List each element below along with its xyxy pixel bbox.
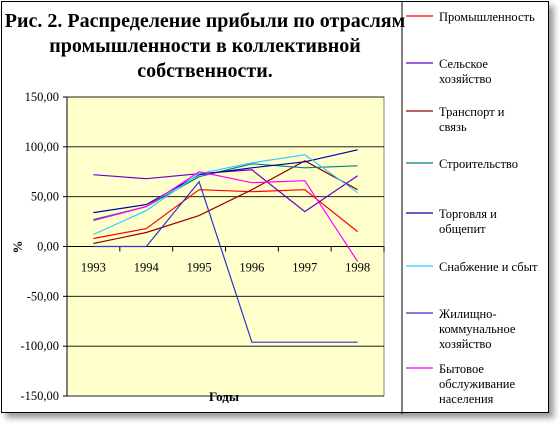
x-tick-label: 1996 xyxy=(239,261,264,275)
legend-label: населения xyxy=(439,392,494,406)
x-tick-label: 1995 xyxy=(187,261,212,275)
legend-label: хозяйство xyxy=(439,72,491,86)
legend-label: Снабжение и сбыт xyxy=(439,260,538,274)
series-lines xyxy=(93,149,359,343)
y-tick-label: -100,00 xyxy=(20,339,59,353)
legend-label: хозяйство xyxy=(439,337,491,351)
legend-label: Промышленность xyxy=(439,10,535,24)
legend-label: Транспорт и xyxy=(439,105,505,119)
series-line xyxy=(93,154,358,236)
legend-label: Бытовое xyxy=(439,362,484,376)
chart-title-line-2: промышленности в коллективной xyxy=(49,35,361,57)
y-axis-title: % xyxy=(10,241,25,254)
y-tick-label: 0,00 xyxy=(37,240,59,254)
tick-labels: 150,00 100,00 50,00 0,00 -50,00 -100,00 -150,0… xyxy=(20,90,370,403)
series-line xyxy=(93,189,358,240)
x-tick-label: 1998 xyxy=(345,261,370,275)
legend-label: связь xyxy=(439,120,467,134)
y-tick-label: 150,00 xyxy=(25,90,59,104)
x-axis-title: Годы xyxy=(209,389,239,404)
legend-label: Строительство xyxy=(439,157,518,171)
legend-label: коммунальное xyxy=(439,322,516,336)
y-tick-label: -50,00 xyxy=(27,289,59,303)
legend-label: Сельское xyxy=(439,57,488,71)
y-tick-label: -150,00 xyxy=(20,389,59,403)
chart-frame: Рис. 2. Распределение прибыли по отрасля… xyxy=(1,1,549,414)
legend-label: общепит xyxy=(439,222,486,236)
series-line xyxy=(93,160,358,245)
line-chart: Рис. 2. Распределение прибыли по отрасля… xyxy=(5,2,538,414)
x-tick-label: 1993 xyxy=(81,261,106,275)
chart-title-line-3: собственности. xyxy=(137,60,273,82)
series-line xyxy=(93,149,358,214)
legend-label: обслуживание xyxy=(439,377,515,391)
y-tick-label: 100,00 xyxy=(25,140,59,154)
series-line xyxy=(93,180,358,343)
legend: ПромышленностьСельскоехозяйствоТранспорт… xyxy=(406,10,538,406)
gridlines xyxy=(67,96,384,397)
legend-label: Жилищно- xyxy=(439,307,497,321)
y-tick-label: 50,00 xyxy=(31,190,59,204)
chart-title-line-1: Рис. 2. Распределение прибыли по отрасля… xyxy=(5,10,406,32)
legend-label: Торговля и xyxy=(439,207,497,221)
x-tick-label: 1994 xyxy=(134,261,160,275)
chart-title: Рис. 2. Распределение прибыли по отрасля… xyxy=(5,10,406,82)
series-line xyxy=(93,171,359,262)
x-tick-label: 1997 xyxy=(292,261,317,275)
